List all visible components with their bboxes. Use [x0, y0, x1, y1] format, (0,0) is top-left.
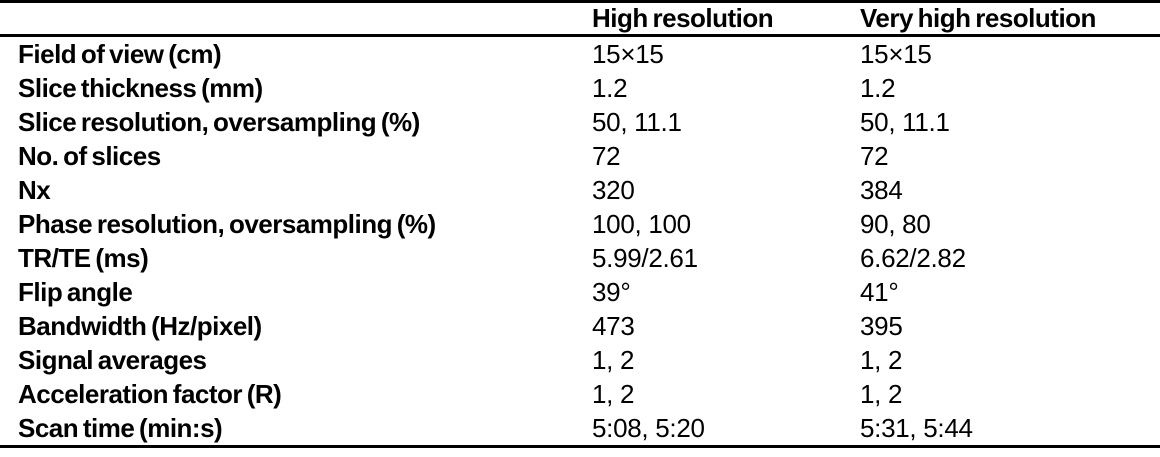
very-high-resolution-cell: 395 — [860, 310, 903, 341]
high-resolution-cell: 1, 2 — [592, 378, 635, 409]
table-row: Flip angle 39° 41° — [0, 275, 1160, 309]
very-high-resolution-cell: 1, 2 — [860, 378, 903, 409]
high-resolution-cell: 5:08, 5:20 — [592, 412, 705, 443]
table-row: Slice thickness (mm) 1.2 1.2 — [0, 71, 1160, 105]
table-row: TR/TE (ms) 5.99/2.61 6.62/2.82 — [0, 241, 1160, 275]
table-row: Phase resolution, oversampling (%) 100, … — [0, 207, 1160, 241]
very-high-resolution-cell: 72 — [860, 140, 889, 171]
high-resolution-cell: 100, 100 — [592, 208, 691, 239]
row-label-cell: Phase resolution, oversampling (%) — [18, 208, 436, 239]
table-row: Nx 320 384 — [0, 173, 1160, 207]
header-row: High resolution Very high resolution — [0, 2, 1160, 36]
table-body: Field of view (cm) 15×15 15×15 Slice thi… — [0, 36, 1160, 447]
high-resolution-cell: 5.99/2.61 — [592, 242, 698, 273]
very-high-resolution-cell: 1, 2 — [860, 344, 903, 375]
table-row: Acceleration factor (R) 1, 2 1, 2 — [0, 377, 1160, 411]
row-label-cell: No. of slices — [18, 140, 161, 171]
row-label-cell: Field of view (cm) — [18, 38, 222, 69]
table-row: Scan time (min:s) 5:08, 5:20 5:31, 5:44 — [0, 411, 1160, 447]
high-resolution-cell: 15×15 — [592, 38, 664, 69]
very-high-resolution-cell: 384 — [860, 174, 903, 205]
very-high-resolution-cell: 15×15 — [860, 38, 932, 69]
header-high-resolution: High resolution — [592, 3, 774, 33]
table-row: No. of slices 72 72 — [0, 139, 1160, 173]
row-label-cell: Nx — [18, 174, 51, 205]
row-label-cell: Scan time (min:s) — [18, 412, 223, 443]
row-label-cell: Bandwidth (Hz/pixel) — [18, 310, 262, 341]
table-row: Field of view (cm) 15×15 15×15 — [0, 36, 1160, 72]
table-row: Slice resolution, oversampling (%) 50, 1… — [0, 105, 1160, 139]
high-resolution-cell: 1.2 — [592, 72, 628, 103]
high-resolution-cell: 39° — [592, 276, 631, 307]
very-high-resolution-cell: 5:31, 5:44 — [860, 412, 973, 443]
very-high-resolution-cell: 90, 80 — [860, 208, 931, 239]
very-high-resolution-cell: 1.2 — [860, 72, 896, 103]
header-very-high-resolution: Very high resolution — [860, 3, 1096, 33]
high-resolution-cell: 473 — [592, 310, 635, 341]
row-label-cell: Signal averages — [18, 344, 207, 375]
row-label-cell: Acceleration factor (R) — [18, 378, 282, 409]
high-resolution-cell: 50, 11.1 — [592, 106, 682, 137]
row-label-cell: Slice resolution, oversampling (%) — [18, 106, 420, 137]
table-header: High resolution Very high resolution — [0, 2, 1160, 36]
very-high-resolution-cell: 41° — [860, 276, 899, 307]
row-label-cell: Slice thickness (mm) — [18, 72, 263, 103]
header-parameter — [0, 2, 592, 36]
high-resolution-cell: 1, 2 — [592, 344, 635, 375]
very-high-resolution-cell: 6.62/2.82 — [860, 242, 966, 273]
table-row: Bandwidth (Hz/pixel) 473 395 — [0, 309, 1160, 343]
high-resolution-cell: 320 — [592, 174, 635, 205]
high-resolution-cell: 72 — [592, 140, 621, 171]
very-high-resolution-cell: 50, 11.1 — [860, 106, 950, 137]
row-label-cell: TR/TE (ms) — [18, 242, 149, 273]
row-label-cell: Flip angle — [18, 276, 133, 307]
table-row: Signal averages 1, 2 1, 2 — [0, 343, 1160, 377]
